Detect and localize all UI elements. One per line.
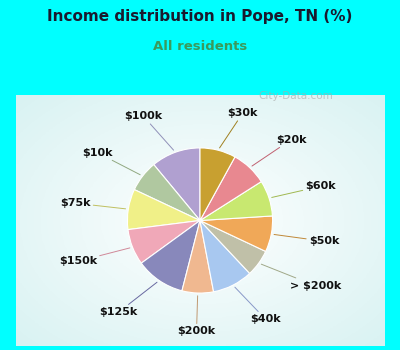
Wedge shape <box>200 220 250 292</box>
Text: $150k: $150k <box>59 248 130 266</box>
Text: Income distribution in Pope, TN (%): Income distribution in Pope, TN (%) <box>47 9 353 24</box>
Text: $40k: $40k <box>235 287 281 324</box>
Wedge shape <box>141 220 200 291</box>
Text: $125k: $125k <box>100 282 157 317</box>
Wedge shape <box>128 220 200 263</box>
Text: $50k: $50k <box>274 234 339 246</box>
Wedge shape <box>200 216 272 251</box>
Wedge shape <box>200 220 266 273</box>
Text: $200k: $200k <box>178 296 216 336</box>
Text: $60k: $60k <box>272 181 336 197</box>
Text: > $200k: > $200k <box>261 264 341 290</box>
Text: $75k: $75k <box>60 198 126 209</box>
Wedge shape <box>134 164 200 220</box>
Text: $20k: $20k <box>252 135 306 166</box>
Text: $10k: $10k <box>82 148 140 175</box>
Text: City-Data.com: City-Data.com <box>259 91 333 101</box>
Wedge shape <box>200 148 235 220</box>
Text: All residents: All residents <box>153 40 247 53</box>
Wedge shape <box>200 182 272 220</box>
Wedge shape <box>200 157 261 220</box>
Wedge shape <box>154 148 200 220</box>
Wedge shape <box>182 220 214 293</box>
Wedge shape <box>128 190 200 230</box>
Text: $30k: $30k <box>220 108 258 148</box>
Text: $100k: $100k <box>124 111 174 150</box>
